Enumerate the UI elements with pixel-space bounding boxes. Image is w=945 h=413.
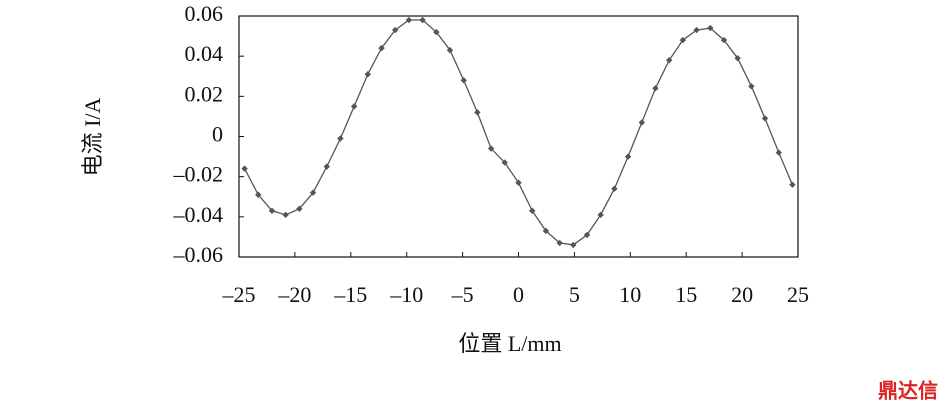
data-point — [337, 135, 344, 142]
data-point — [501, 159, 508, 166]
data-point — [775, 149, 782, 156]
data-point — [611, 185, 618, 192]
data-point — [419, 16, 426, 24]
data-point — [255, 191, 262, 198]
y-tick-label: 0.06 — [185, 1, 224, 26]
x-tick-label: –5 — [451, 282, 474, 307]
data-point — [460, 77, 467, 84]
data-point — [734, 54, 741, 62]
data-point — [378, 44, 385, 52]
data-point — [309, 189, 317, 196]
data-point — [282, 211, 289, 219]
x-tick-label: –25 — [222, 282, 256, 307]
data-point — [405, 16, 413, 24]
data-point — [487, 145, 495, 152]
data-point — [720, 36, 728, 44]
x-tick-label: –15 — [333, 282, 367, 307]
x-tick-label: 10 — [619, 282, 641, 307]
data-point — [446, 46, 454, 54]
plot-frame — [238, 15, 799, 258]
data-point — [433, 28, 440, 36]
x-axis-label: 位置 L/mm — [458, 331, 561, 356]
x-tick-label: 0 — [513, 282, 524, 307]
data-point — [556, 239, 563, 247]
x-tick-label: 15 — [675, 282, 697, 307]
y-tick-label: –0.04 — [173, 202, 224, 227]
data-point — [529, 207, 536, 215]
x-tick-label: 25 — [787, 282, 809, 307]
y-tick-label: 0.02 — [185, 81, 224, 106]
data-point — [597, 211, 604, 219]
data-point — [707, 24, 714, 32]
data-line — [244, 19, 794, 246]
data-point — [268, 207, 276, 215]
data-point — [570, 241, 577, 249]
x-tick-label: 5 — [569, 282, 580, 307]
data-point — [748, 83, 755, 90]
y-tick-label: –0.02 — [173, 162, 224, 187]
data-point — [624, 153, 632, 160]
y-axis-label: 电流 I/A — [80, 97, 105, 176]
data-point — [652, 85, 659, 92]
data-point — [474, 109, 481, 116]
data-point — [241, 165, 248, 172]
data-point — [679, 36, 687, 44]
data-point — [364, 71, 371, 78]
data-point — [666, 56, 673, 64]
data-point — [638, 119, 646, 126]
watermark: 鼎达信 — [878, 379, 938, 403]
x-tick-label: –10 — [389, 282, 423, 307]
data-point — [296, 205, 303, 212]
data-point — [323, 163, 330, 170]
data-point — [693, 26, 700, 34]
data-point — [583, 231, 591, 239]
y-tick-label: 0.04 — [185, 41, 224, 66]
data-point — [761, 115, 769, 122]
data-point — [350, 103, 358, 110]
x-tick-label: –20 — [277, 282, 311, 307]
data-point — [542, 227, 550, 235]
data-point — [515, 179, 522, 186]
y-tick-label: –0.06 — [173, 242, 224, 267]
x-tick-label: 20 — [731, 282, 753, 307]
data-point — [789, 181, 796, 188]
data-point — [391, 26, 399, 34]
y-tick-label: 0 — [212, 122, 223, 147]
